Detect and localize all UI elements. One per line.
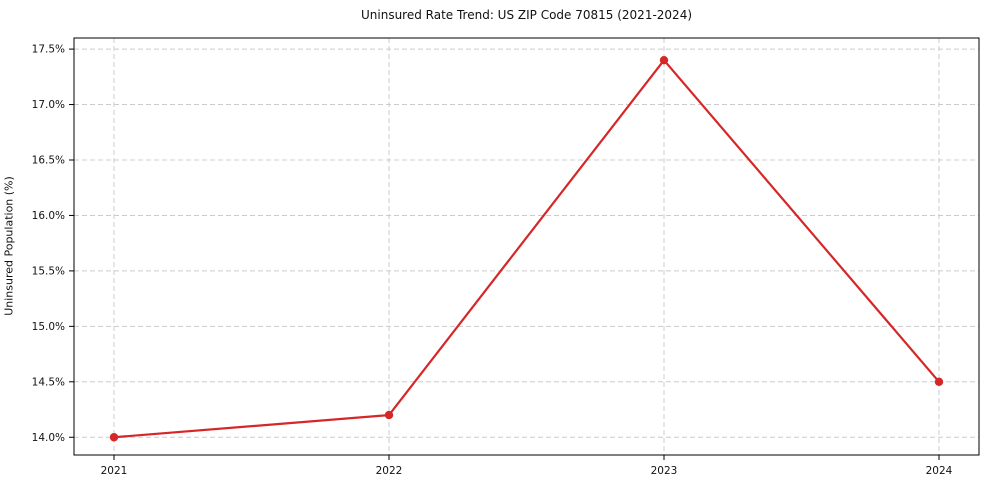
x-tick-label: 2024 xyxy=(926,465,953,477)
y-tick-label: 14.5% xyxy=(32,376,65,388)
data-point-marker xyxy=(109,433,119,442)
y-tick-label: 14.0% xyxy=(32,432,65,444)
y-tick-label: 17.5% xyxy=(32,44,65,56)
chart-title: Uninsured Rate Trend: US ZIP Code 70815 … xyxy=(360,8,693,22)
y-tick-label: 16.0% xyxy=(32,210,65,222)
series-line xyxy=(112,59,941,439)
x-tick-label: 2022 xyxy=(376,465,403,477)
y-tick-label: 17.0% xyxy=(32,99,65,111)
y-tick-label: 15.5% xyxy=(32,265,65,277)
x-tick-label: 2021 xyxy=(101,465,128,477)
data-point-marker xyxy=(934,377,944,387)
y-tick-label: 16.5% xyxy=(32,154,65,166)
data-point-marker xyxy=(384,410,394,420)
y-tick-label: 15.0% xyxy=(32,321,65,333)
x-tick-label: 2023 xyxy=(651,465,678,477)
data-point-marker xyxy=(659,55,669,65)
axes-spines xyxy=(73,37,980,456)
